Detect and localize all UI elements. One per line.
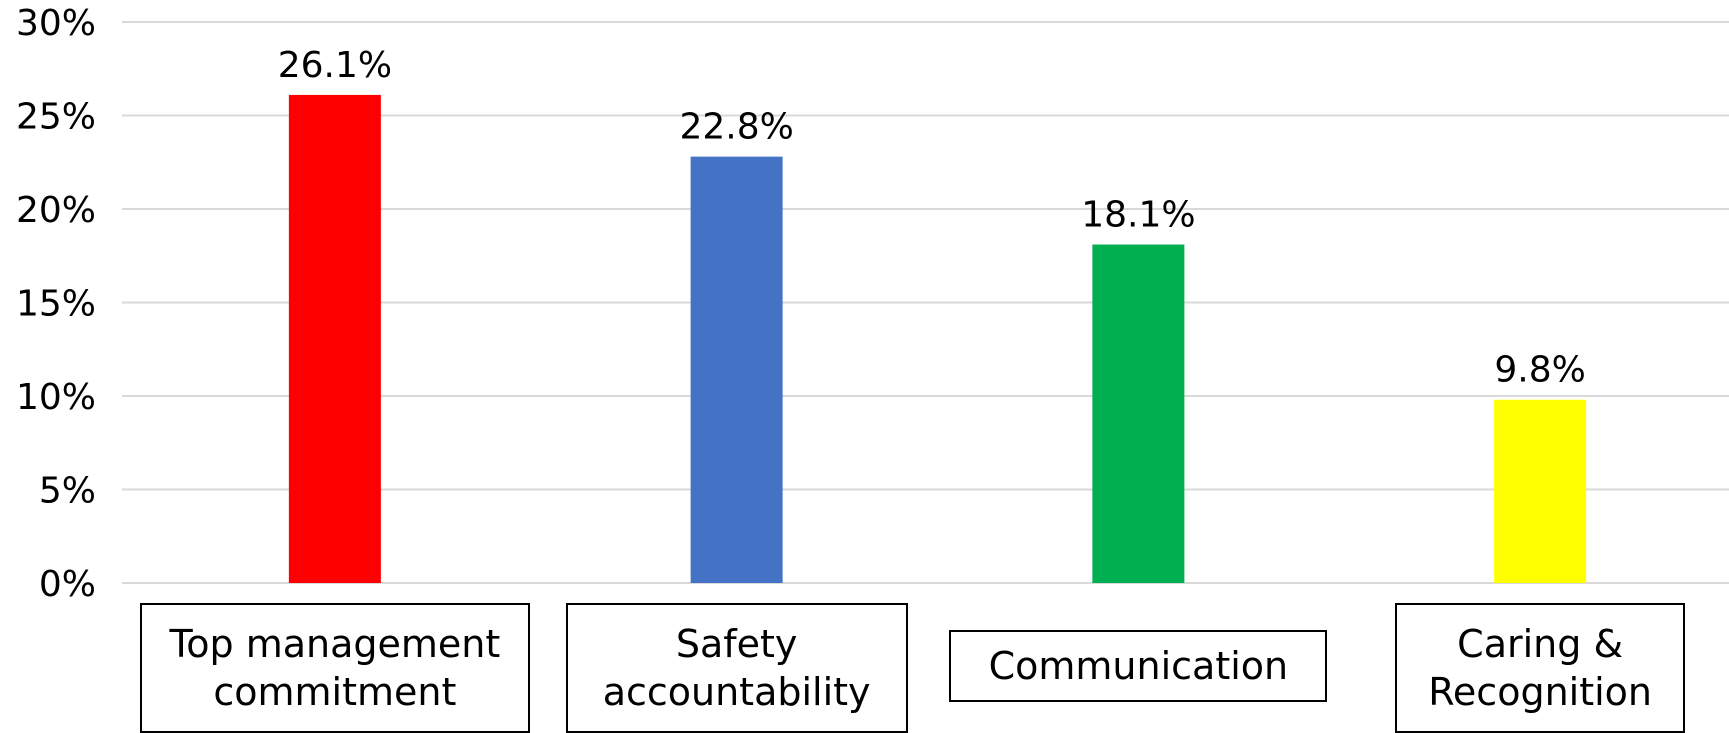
- gridlines: [122, 21, 1729, 584]
- category-label-line: accountability: [602, 670, 871, 714]
- y-tick-label: 15%: [16, 284, 96, 325]
- category-label-line: Communication: [988, 644, 1289, 688]
- data-label: 22.8%: [679, 107, 793, 148]
- bar: [288, 94, 381, 584]
- category-label: Communication: [989, 642, 1289, 690]
- category-label-box: Safety accountability: [565, 603, 908, 733]
- y-tick-label: 0%: [39, 564, 96, 605]
- category-label-box: Top management commitment: [139, 603, 530, 733]
- bar: [1494, 399, 1587, 583]
- category-label-line: commitment: [213, 670, 457, 714]
- category-label-line: Recognition: [1428, 670, 1653, 714]
- data-label: 26.1%: [278, 45, 392, 86]
- category-label-line: Top management: [169, 622, 501, 666]
- y-tick-label: 5%: [39, 471, 96, 512]
- category-label: Safety accountability: [603, 620, 871, 716]
- y-tick-label: 20%: [16, 190, 96, 231]
- category-label-box: Communication: [949, 630, 1328, 702]
- category-label-box: Caring & Recognition: [1395, 603, 1686, 733]
- bar: [690, 156, 783, 583]
- bar: [1092, 244, 1185, 583]
- bars: [288, 94, 1587, 584]
- data-label: 9.8%: [1494, 350, 1585, 391]
- data-label: 18.1%: [1081, 195, 1195, 236]
- category-label: Caring & Recognition: [1428, 620, 1652, 716]
- data-labels: 26.1% 22.8% 18.1% 9.8%: [278, 45, 1586, 391]
- y-tick-label: 10%: [16, 377, 96, 418]
- category-label-line: Caring &: [1457, 622, 1624, 666]
- y-tick-label: 30%: [16, 3, 96, 44]
- y-tick-label: 25%: [16, 97, 96, 138]
- category-label-line: Safety: [675, 622, 798, 666]
- category-label: Top management commitment: [169, 620, 500, 716]
- y-axis: 0% 5% 10% 15% 20% 25% 30%: [16, 3, 96, 605]
